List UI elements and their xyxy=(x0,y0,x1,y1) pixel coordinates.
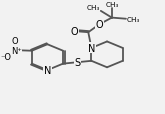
Text: O: O xyxy=(11,37,18,46)
Text: N⁺: N⁺ xyxy=(11,46,22,55)
Text: O: O xyxy=(95,20,103,30)
Text: CH₃: CH₃ xyxy=(105,2,118,8)
Text: CH₃: CH₃ xyxy=(87,5,100,11)
Text: N: N xyxy=(44,66,51,75)
Text: CH₃: CH₃ xyxy=(127,17,140,23)
Text: S: S xyxy=(74,58,80,68)
Text: ⁻O: ⁻O xyxy=(0,52,11,61)
Text: O: O xyxy=(70,27,78,37)
Text: N: N xyxy=(88,44,95,53)
